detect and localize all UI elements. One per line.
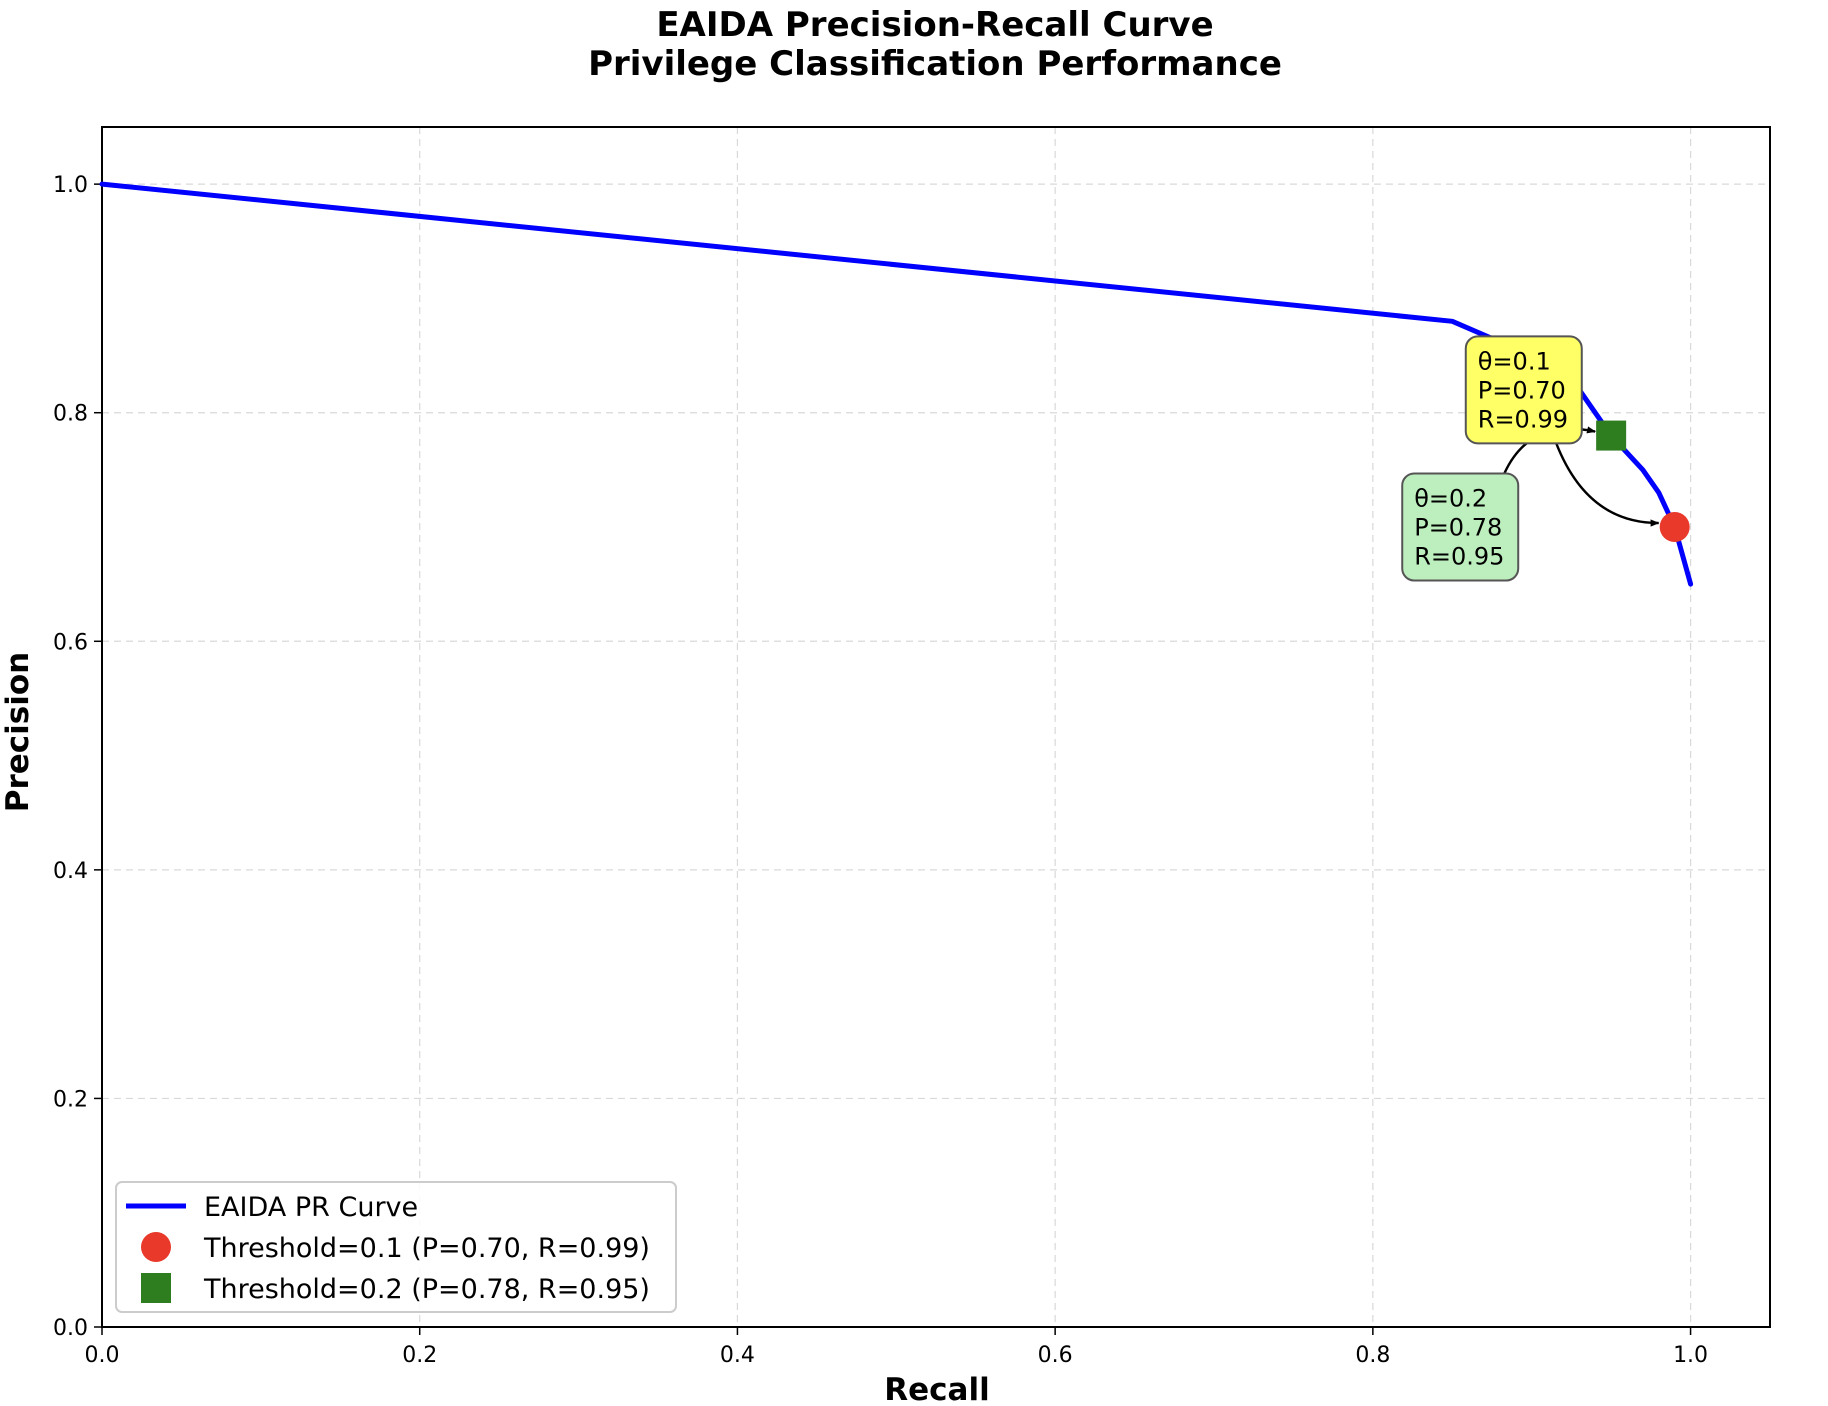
- x-axis-label: Recall: [884, 1372, 989, 1406]
- legend-label-curve: EAIDA PR Curve: [204, 1192, 418, 1223]
- axis-ticks: 0.0 0.2 0.4 0.6 0.8 1.0 0.0 0.2 0.4 0.6 0.8 1.0: [53, 173, 1708, 1368]
- x-tick-label: 0.0: [85, 1343, 120, 1368]
- chart-subtitle: Privilege Classification Performance: [588, 44, 1282, 84]
- grid: [101, 127, 1770, 1328]
- x-tick-label: 0.4: [720, 1343, 755, 1368]
- annotation-text: θ=0.1: [1478, 347, 1551, 375]
- chart-title: EAIDA Precision-Recall Curve: [656, 5, 1213, 45]
- x-tick-label: 0.2: [402, 1343, 437, 1368]
- y-tick-label: 0.6: [53, 630, 88, 655]
- y-tick-label: 0.8: [53, 402, 88, 427]
- x-tick-label: 1.0: [1673, 1343, 1708, 1368]
- annotation-text: R=0.99: [1478, 405, 1568, 433]
- legend-label-threshold: Threshold=0.1 (P=0.70, R=0.99): [203, 1233, 650, 1264]
- legend: EAIDA PR Curve Threshold=0.1 (P=0.70, R=0…: [115, 1181, 677, 1313]
- legend-swatch-circle: [141, 1232, 171, 1262]
- threshold-points: [1596, 420, 1690, 542]
- annotation-box: [1401, 472, 1520, 582]
- threshold-0.2-point: [1596, 420, 1627, 451]
- y-tick-label: 1.0: [53, 173, 88, 198]
- annotation-text: P=0.78: [1414, 514, 1502, 542]
- x-tick-label: 0.8: [1355, 1343, 1390, 1368]
- y-tick-label: 0.2: [53, 1087, 88, 1112]
- legend-box: [115, 1181, 677, 1313]
- annotation-text: P=0.70: [1478, 376, 1566, 404]
- annotations: θ=0.1P=0.70R=0.99 θ=0.2P=0.78R=0.95: [1401, 335, 1660, 582]
- threshold-0.1-point: [1659, 512, 1690, 542]
- annotation-text: R=0.95: [1414, 543, 1504, 571]
- legend-label-threshold: Threshold=0.2 (P=0.78, R=0.95): [203, 1274, 650, 1305]
- y-tick-label: 0.4: [53, 859, 88, 884]
- y-tick-label: 0.0: [53, 1316, 88, 1341]
- annotation-text: θ=0.2: [1414, 485, 1487, 513]
- y-axis-label: Precision: [0, 652, 36, 812]
- plot-area: [101, 126, 1771, 1328]
- annotation-box: [1464, 335, 1583, 445]
- legend-swatch-square: [141, 1273, 171, 1303]
- annotation-arrow: [1555, 442, 1660, 527]
- x-tick-label: 0.6: [1038, 1343, 1073, 1368]
